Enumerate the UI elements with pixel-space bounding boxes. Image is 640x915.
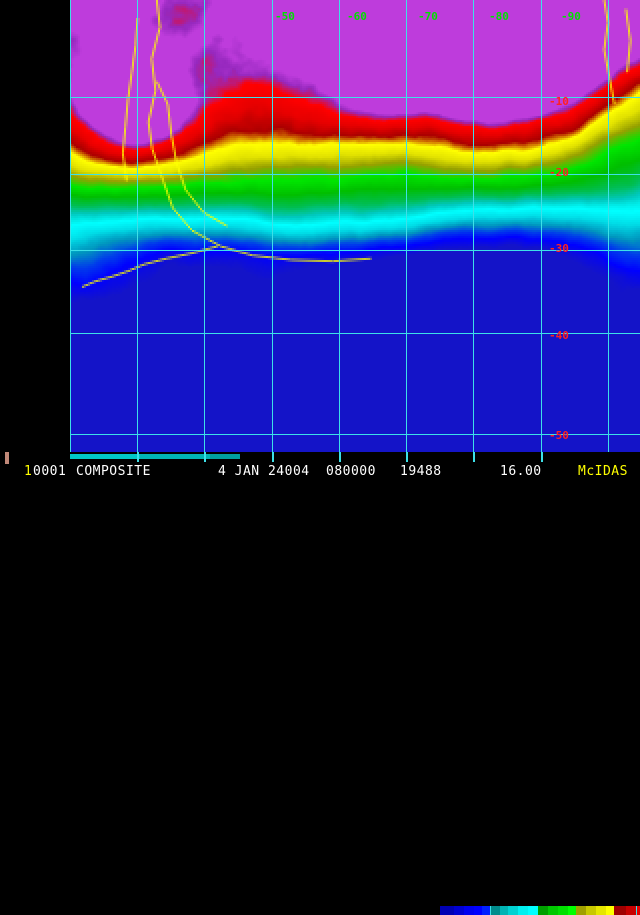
color-bar-segment-11 — [548, 906, 558, 915]
grid-label-longitude-2: -70 — [418, 10, 438, 23]
color-bar-tick-0 — [490, 906, 491, 915]
grid-label-longitude-3: -80 — [489, 10, 509, 23]
scale-bar-tick-6 — [541, 452, 543, 462]
grid-label-latitude-3: -40 — [549, 329, 569, 342]
status-date: 4 JAN 24004 — [218, 464, 310, 479]
grid-label-longitude-0: -50 — [275, 10, 295, 23]
satellite-image-viewport[interactable]: -50 -60 -70 -80 -90 -10 -20 -30 -40 -50 — [0, 0, 640, 452]
scale-bar-tick-5 — [473, 452, 475, 462]
status-julian-day: 19488 — [400, 464, 442, 479]
color-bar-segment-4 — [482, 906, 490, 915]
color-bar-segment-12 — [558, 906, 568, 915]
color-bar-segment-13 — [568, 906, 576, 915]
status-product-name: COMPOSITE — [76, 464, 151, 479]
color-bar-segment-16 — [596, 906, 606, 915]
color-bar-segment-7 — [508, 906, 518, 915]
frame-position-marker[interactable] — [5, 452, 9, 464]
color-bar-segment-2 — [464, 906, 474, 915]
scale-bar-segment-2[interactable] — [210, 454, 240, 459]
color-bar-segment-5 — [490, 906, 500, 915]
frame-scale-bar[interactable] — [0, 452, 640, 464]
color-bar-tick-1 — [636, 906, 637, 915]
color-bar-segment-6 — [500, 906, 508, 915]
color-bar-segment-3 — [474, 906, 482, 915]
scale-bar-segment-1[interactable] — [140, 454, 210, 459]
scale-bar-tick-4 — [406, 452, 408, 462]
color-bar-segment-9 — [528, 906, 538, 915]
image-left-margin — [0, 0, 70, 452]
status-frame-number: 1 — [24, 464, 33, 479]
color-bar-segment-19 — [626, 906, 636, 915]
grid-label-longitude-1: -60 — [347, 10, 367, 23]
satellite-image-canvas[interactable] — [0, 0, 640, 452]
color-bar-segment-14 — [576, 906, 586, 915]
status-resolution: 16.00 — [500, 464, 542, 479]
grid-label-latitude-1: -20 — [549, 166, 569, 179]
enhancement-color-bar[interactable] — [440, 906, 640, 915]
scale-bar-tick-1 — [204, 452, 206, 462]
status-text-row: 1 0001 COMPOSITE 4 JAN 24004 080000 19488 16.0… — [0, 462, 640, 480]
color-bar-segment-1 — [454, 906, 464, 915]
scale-bar-segment-0[interactable] — [70, 454, 140, 459]
scale-bar-tick-3 — [339, 452, 341, 462]
grid-label-longitude-4: -90 — [561, 10, 581, 23]
status-footer: 1 0001 COMPOSITE 4 JAN 24004 080000 19488 16.0… — [0, 452, 640, 915]
scale-bar-tick-0 — [137, 452, 139, 462]
color-bar-segment-18 — [614, 906, 626, 915]
grid-label-latitude-4: -50 — [549, 429, 569, 442]
grid-label-latitude-0: -10 — [549, 95, 569, 108]
grid-label-latitude-2: -30 — [549, 242, 569, 255]
color-bar-segment-8 — [518, 906, 528, 915]
status-image-id: 0001 — [33, 464, 67, 479]
color-bar-segment-17 — [606, 906, 614, 915]
status-time: 080000 — [326, 464, 376, 479]
status-software: McIDAS — [578, 464, 628, 479]
scale-bar-tick-2 — [272, 452, 274, 462]
color-bar-segment-10 — [538, 906, 548, 915]
color-bar-segment-0 — [440, 906, 454, 915]
color-bar-segment-15 — [586, 906, 596, 915]
